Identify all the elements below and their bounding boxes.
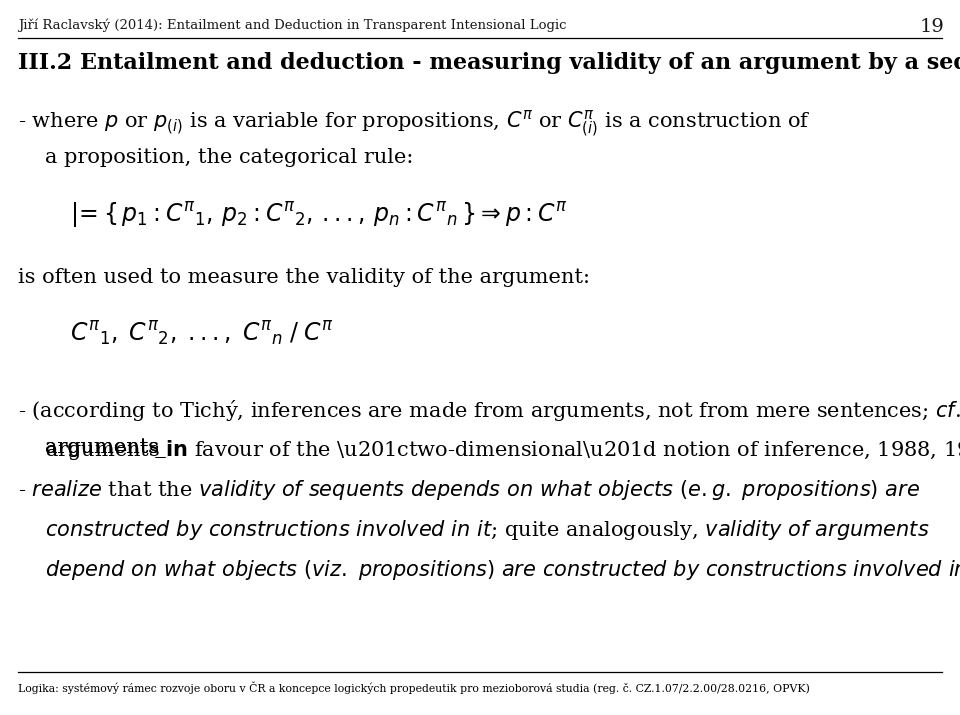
Text: Jiří Raclavský (2014): Entailment and Deduction in Transparent Intensional Logic: Jiří Raclavský (2014): Entailment and De… bbox=[18, 18, 566, 31]
Text: is often used to measure the validity of the argument:: is often used to measure the validity of… bbox=[18, 268, 590, 287]
Text: III.2 Entailment and deduction - measuring validity of an argument by a sequent: III.2 Entailment and deduction - measuri… bbox=[18, 52, 960, 74]
Text: $|\!= \{\, p_1{:}C^{\pi}{}_{1},\, p_2{:}C^{\pi}{}_{2},\, ...,\, p_n{:}C^{\pi}{}_: $|\!= \{\, p_1{:}C^{\pi}{}_{1},\, p_2{:}… bbox=[70, 200, 567, 230]
Text: arguments: arguments bbox=[45, 438, 166, 457]
Text: Logika: systémový rámec rozvoje oboru v ČR a koncepce logických propedeutik pro : Logika: systémový rámec rozvoje oboru v … bbox=[18, 682, 810, 694]
Text: arguments ̲̲̲̲̲̲̲̲̲: arguments ̲̲̲̲̲̲̲̲̲ bbox=[45, 438, 166, 458]
Text: $\mathit{depend\ on\ what\ objects\ (viz.\ propositions)\ are\ constructed\ by\ : $\mathit{depend\ on\ what\ objects\ (viz… bbox=[45, 558, 960, 582]
Text: - where $p$ or $p_{(i)}$ is a variable for propositions, $C^{\pi}$ or $C^{\pi}_{: - where $p$ or $p_{(i)}$ is a variable f… bbox=[18, 108, 811, 139]
Text: arguments $\bf{in}$ favour of the \u201ctwo-dimensional\u201d notion of inferenc: arguments $\bf{in}$ favour of the \u201c… bbox=[45, 438, 960, 462]
Text: 19: 19 bbox=[920, 18, 945, 36]
Text: - $\mathit{realize}$ that the $\mathit{validity\ of\ sequents\ depends\ on\ what: - $\mathit{realize}$ that the $\mathit{v… bbox=[18, 478, 920, 502]
Text: $C^{\pi}{}_{1},\; C^{\pi}{}_{2},\; ...,\; C^{\pi}{}_{n}\; /\; C^{\pi}$: $C^{\pi}{}_{1},\; C^{\pi}{}_{2},\; ...,\… bbox=[70, 320, 334, 348]
Text: $\mathit{constructed\ by\ constructions\ involved\ in\ it}$; quite analogously, : $\mathit{constructed\ by\ constructions\… bbox=[45, 518, 929, 542]
Text: - (according to Tichý, inferences are made from arguments, not from mere sentenc: - (according to Tichý, inferences are ma… bbox=[18, 398, 960, 423]
Text: a proposition, the categorical rule:: a proposition, the categorical rule: bbox=[45, 148, 414, 167]
